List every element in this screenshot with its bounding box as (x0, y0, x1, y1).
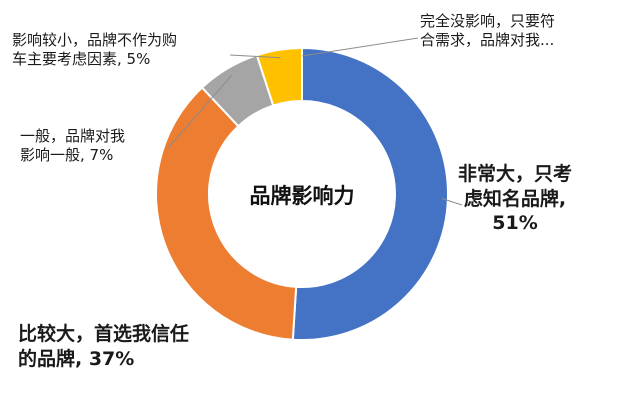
slice-label-very-large: 非常大，只考 虑知名品牌, 51% (458, 162, 572, 236)
slice-label-line: 合需求，品牌对我... (420, 30, 555, 49)
slice-label-line: 车主要考虑因素, 5% (12, 49, 151, 68)
chart-title: 品牌影响力 (249, 184, 355, 208)
slice-large (155, 86, 298, 341)
slice-small (255, 46, 303, 107)
slice-very-large (291, 46, 449, 341)
leader-line (441, 197, 463, 206)
slice-label-large: 比较大，首选我信任 的品牌, 37% (18, 322, 189, 371)
slice-label-average: 一般，品牌对我 影响一般, 7% (20, 127, 125, 165)
slice-label-line: 影响一般, 7% (20, 145, 114, 164)
leader-line (301, 37, 419, 57)
slice-label-line: 完全没影响，只要符 (420, 12, 556, 30)
leader-line (167, 74, 233, 149)
slice-label-line: 影响较小，品牌不作为购 (12, 31, 178, 49)
slice-label-line: 非常大，只考 (458, 163, 573, 185)
slice-label-line: 虑知名品牌, (463, 187, 567, 210)
leader-line (229, 54, 281, 59)
slice-label-line: 一般，品牌对我 (20, 127, 126, 145)
slice-label-line: 的品牌, 37% (18, 347, 135, 370)
slice-label-small: 影响较小，品牌不作为购 车主要考虑因素, 5% (12, 31, 177, 69)
slice-label-line: 51% (492, 212, 538, 235)
leader-lines (167, 37, 463, 206)
donut-slices (155, 46, 449, 341)
slice-label-none: 完全没影响，只要符 合需求，品牌对我... (420, 12, 555, 50)
slice-label-line: 比较大，首选我信任 (18, 323, 190, 345)
